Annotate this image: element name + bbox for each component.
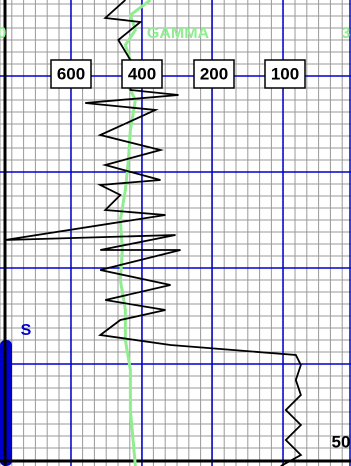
gamma-label: GAMMA	[147, 25, 210, 42]
scale-box	[50, 59, 92, 89]
depth-label: 50	[332, 432, 351, 451]
scale-label: 200	[200, 64, 228, 83]
gamma-max: 3	[342, 25, 351, 42]
scale-box	[193, 59, 235, 89]
scale-label: 400	[128, 64, 156, 83]
gamma-curve	[118, 0, 152, 466]
track-label: S	[21, 322, 32, 339]
scale-boxes: 600 400 200 100	[50, 59, 306, 89]
scale-label: 100	[271, 64, 299, 83]
scale-box	[264, 59, 306, 89]
curves	[4, 0, 303, 466]
log-curve	[4, 0, 303, 466]
scale-box	[121, 59, 163, 89]
gamma-min: 0	[0, 25, 7, 42]
scale-label: 600	[57, 64, 85, 83]
